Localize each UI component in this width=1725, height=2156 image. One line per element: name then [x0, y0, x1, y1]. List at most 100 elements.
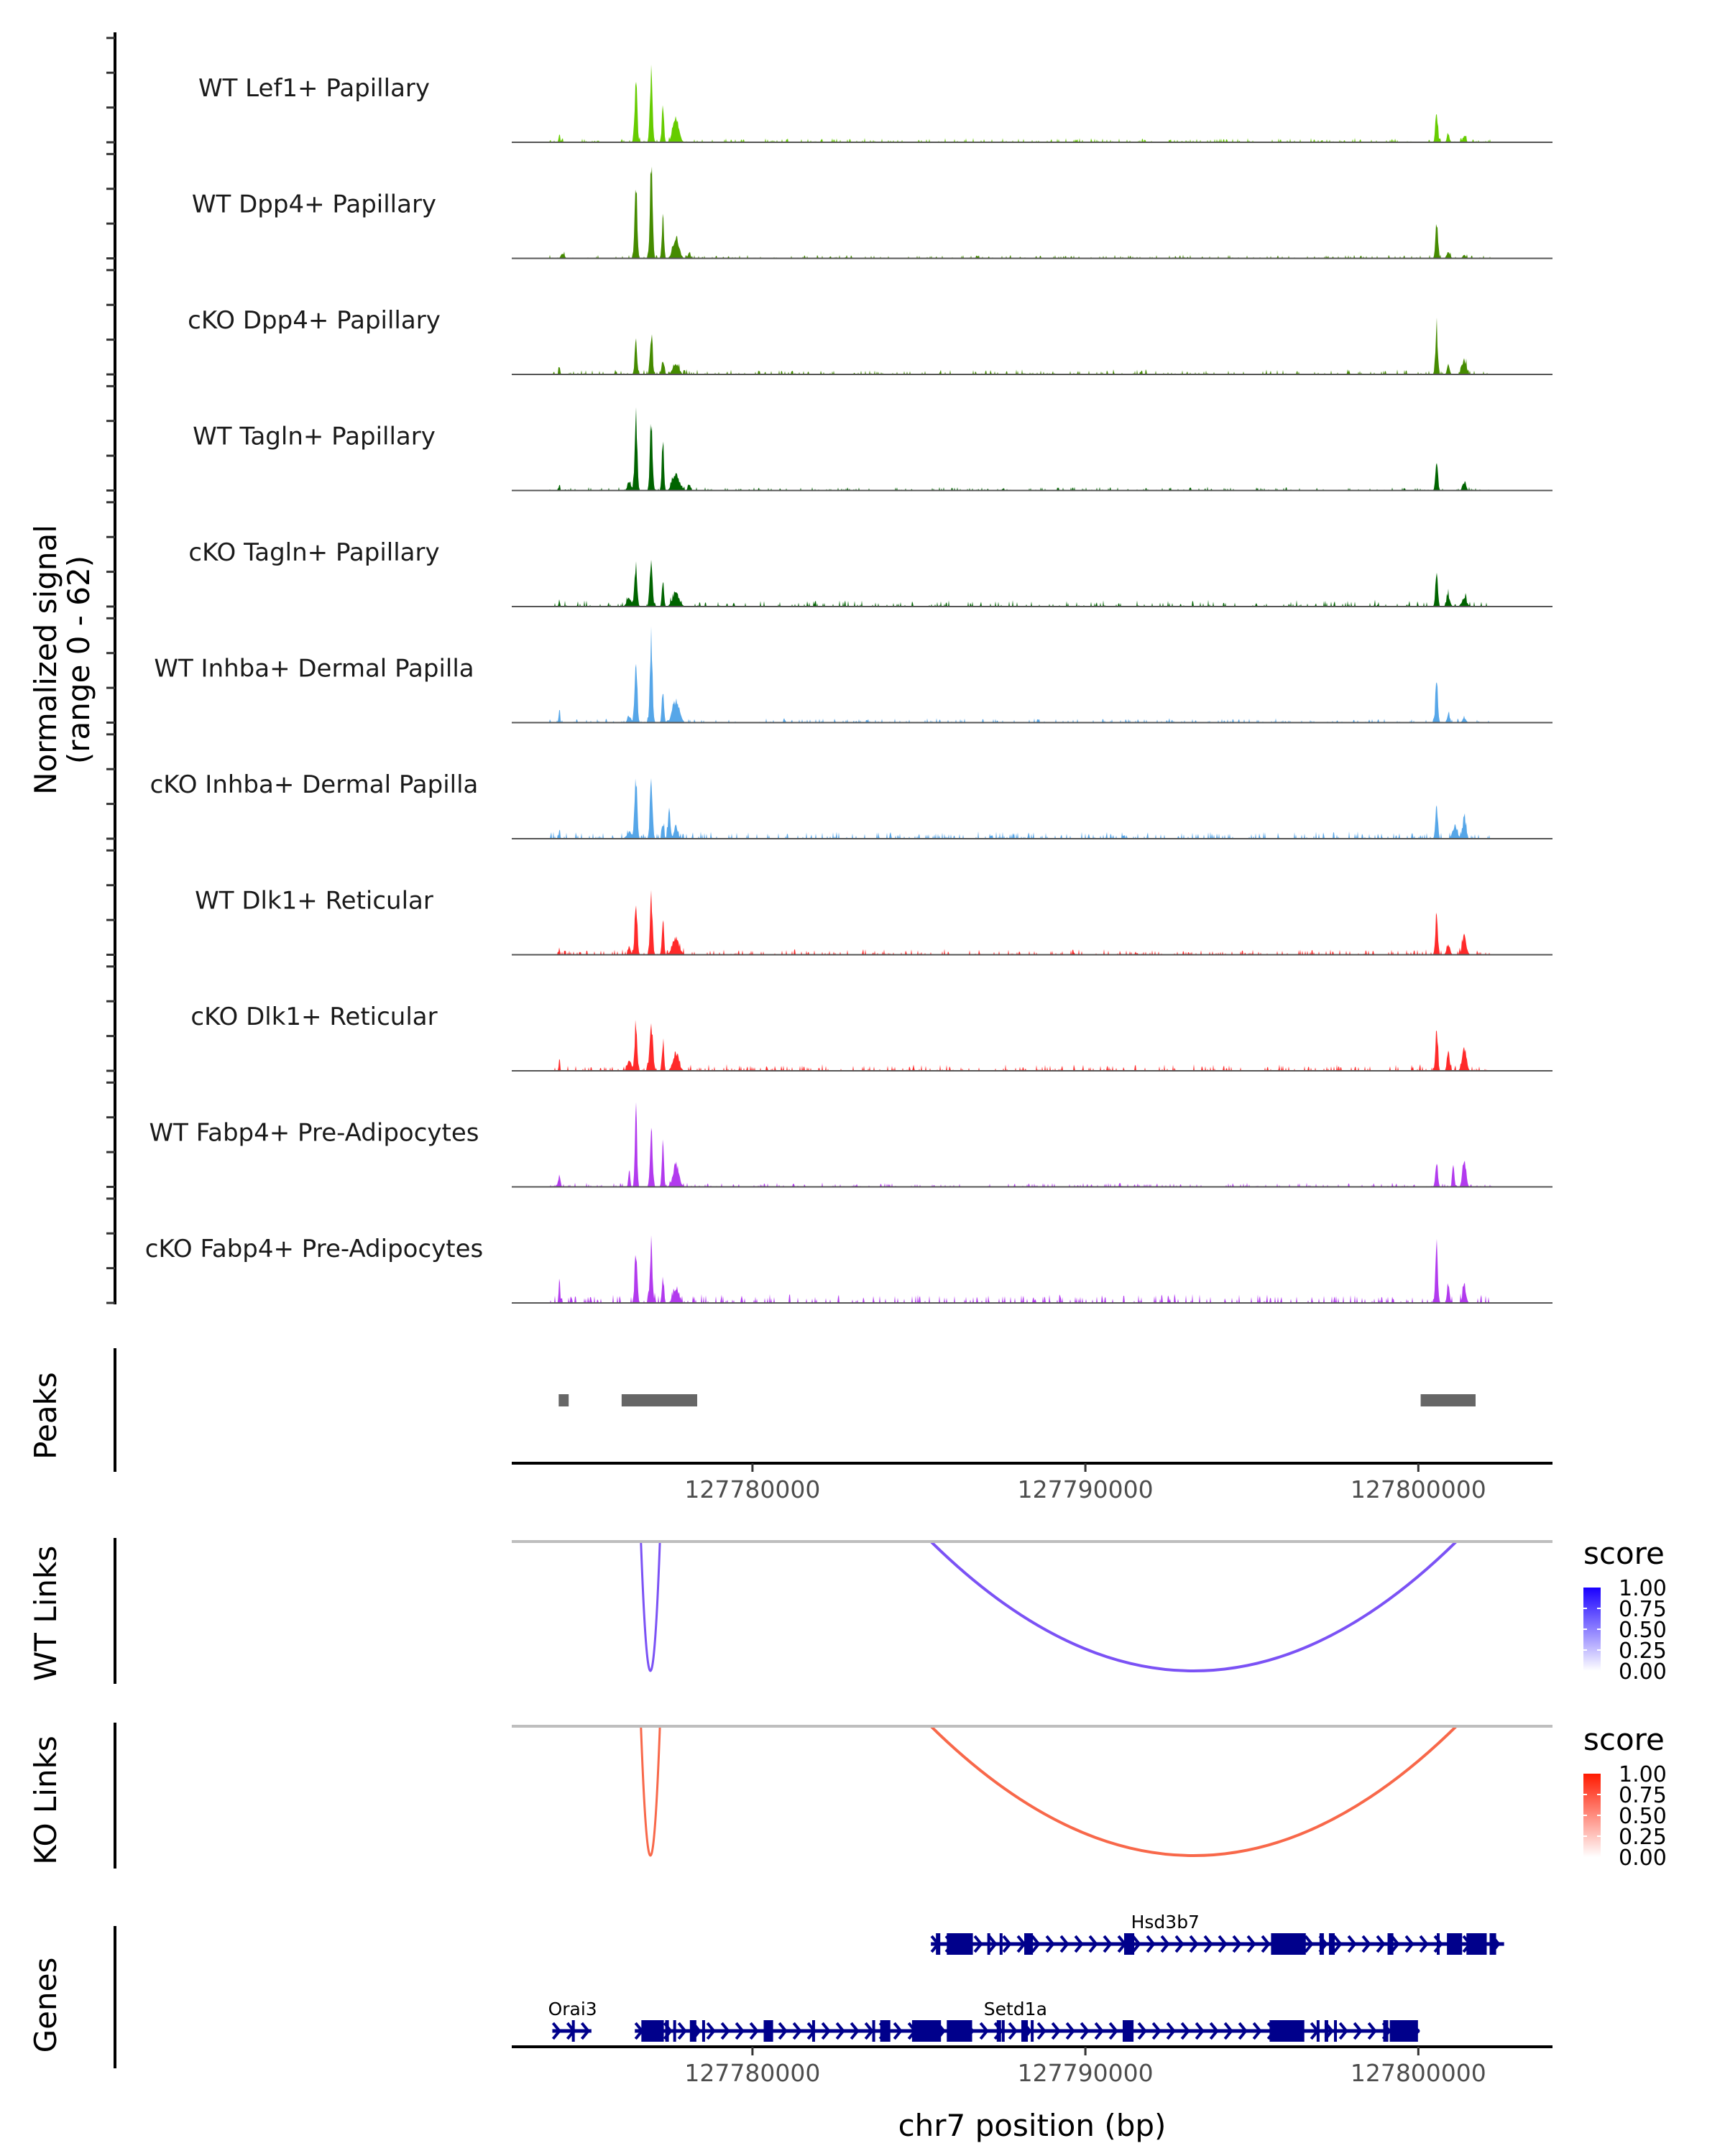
strand-arrow-icon: [1074, 1935, 1084, 1953]
gene-exon: [880, 2020, 891, 2042]
legend-tick-label: 0.50: [1619, 1618, 1667, 1643]
gene-exon: [987, 1933, 990, 1955]
x-axis-tick-label: 127800000: [1351, 1475, 1486, 1503]
link-mask: [512, 1513, 1552, 1540]
strand-arrow-icon: [677, 2022, 687, 2040]
peaks-track: [114, 1348, 1476, 1472]
link-arc: [639, 1704, 662, 1857]
gene-exon: [936, 1933, 941, 1955]
peak-region: [621, 1394, 698, 1406]
strand-arrow-icon: [706, 2022, 716, 2040]
strand-arrow-icon: [979, 2022, 989, 2040]
strand-arrow-icon: [1361, 1935, 1371, 1953]
gene-exon: [1383, 2020, 1389, 2042]
gene-exon: [1489, 1933, 1496, 1955]
gene-exon: [999, 1933, 1003, 1955]
x-axis-tick-label: 127780000: [684, 1475, 820, 1503]
gene-exon: [1324, 2020, 1328, 2042]
coverage-track: cKO Dpp4+ Papillary: [106, 269, 1552, 376]
strand-arrow-icon: [864, 2022, 874, 2040]
gene-exon: [947, 2020, 972, 2042]
coverage-area: [512, 890, 1552, 955]
strand-arrow-icon: [1404, 1935, 1414, 1953]
coverage-track-label: WT Fabp4+ Pre-Adipocytes: [150, 1119, 479, 1148]
gene-exon: [1319, 1933, 1324, 1955]
coverage-ylabel-line2: (range 0 - 62): [61, 556, 96, 764]
strand-arrow-icon: [1353, 2022, 1363, 2040]
coverage-area: [512, 1020, 1552, 1071]
x-axis-tick-label: 127790000: [1018, 2059, 1154, 2087]
strand-arrow-icon: [735, 2022, 745, 2040]
coverage-area: [512, 1102, 1552, 1187]
gene-exon: [1269, 2020, 1305, 2042]
strand-arrow-icon: [1232, 1935, 1242, 1953]
coverage-area: [512, 317, 1552, 374]
gene-exon: [689, 2020, 696, 2042]
x-axis-tick-label: 127790000: [1018, 1475, 1154, 1503]
strand-arrow-icon: [1218, 1935, 1228, 1953]
coverage-track-label: cKO Dpp4+ Papillary: [188, 306, 441, 335]
strand-arrow-icon: [749, 2022, 759, 2040]
legend-tick-label: 0.50: [1619, 1804, 1667, 1829]
x-axis-genes: 127780000 127790000 127800000: [512, 2045, 1552, 2087]
strand-arrow-icon: [1146, 1935, 1156, 1953]
strand-arrow-icon: [1246, 1935, 1256, 1953]
strand-arrow-icon: [893, 2022, 903, 2040]
strand-arrow-icon: [1338, 2022, 1348, 2040]
strand-arrow-icon: [1304, 1935, 1314, 1953]
ko-links-track-label: KO Links: [28, 1736, 63, 1865]
peak-region: [558, 1394, 569, 1406]
ko-links-track: [114, 1703, 1552, 1869]
legend-tick-label: 0.00: [1619, 1846, 1667, 1871]
legend-tick-label: 0.75: [1619, 1597, 1667, 1622]
strand-arrow-icon: [1094, 2022, 1104, 2040]
gene-exon: [673, 2020, 676, 2042]
strand-arrow-icon: [1045, 1935, 1055, 1953]
strand-arrow-icon: [1160, 1935, 1170, 1953]
coverage-area: [512, 559, 1552, 607]
gene-model: Orai3: [548, 1999, 597, 2042]
strand-arrow-icon: [1065, 2022, 1075, 2040]
strand-arrow-icon: [1131, 1935, 1141, 1953]
strand-arrow-icon: [1002, 1935, 1012, 1953]
strand-arrow-icon: [1252, 2022, 1262, 2040]
peak-region: [1420, 1394, 1476, 1406]
gene-exon: [1328, 1933, 1335, 1955]
x-axis-tick-label: 127800000: [1351, 2059, 1486, 2087]
legend-tick-label: 0.75: [1619, 1783, 1667, 1808]
gene-exon: [1389, 2020, 1418, 2042]
coverage-area: [512, 778, 1552, 839]
strand-arrow-icon: [988, 1935, 998, 1953]
strand-arrow-icon: [973, 1935, 983, 1953]
strand-arrow-icon: [551, 2022, 562, 2040]
strand-arrow-icon: [1166, 2022, 1176, 2040]
strand-arrow-icon: [1103, 1935, 1113, 1953]
legend-tick-label: 0.25: [1619, 1639, 1667, 1664]
strand-arrow-icon: [1261, 1935, 1271, 1953]
gene-exon: [996, 2020, 1001, 2042]
strand-arrow-icon: [1108, 2022, 1118, 2040]
gene-exon: [1123, 1933, 1135, 1955]
strand-arrow-icon: [1195, 2022, 1205, 2040]
strand-arrow-icon: [580, 2022, 591, 2040]
strand-arrow-icon: [1036, 2022, 1046, 2040]
gene-model: Setd1a: [634, 1999, 1420, 2042]
coverage-area: [512, 64, 1552, 142]
gene-exon: [1001, 2020, 1005, 2042]
strand-arrow-icon: [1051, 2022, 1061, 2040]
gene-exon: [665, 2020, 669, 2042]
gene-model: Hsd3b7: [930, 1912, 1504, 1955]
peaks-track-label: Peaks: [28, 1372, 63, 1460]
coverage-track-label: WT Dpp4+ Papillary: [192, 190, 436, 219]
coverage-track: WT Tagln+ Papillary: [106, 384, 1552, 492]
coverage-area: [512, 166, 1552, 259]
strand-arrow-icon: [1151, 2022, 1162, 2040]
coverage-track: cKO Tagln+ Papillary: [106, 501, 1552, 608]
gene-exon: [1024, 1933, 1034, 1955]
gene-name-label: Setd1a: [984, 1999, 1047, 2019]
coverage-track: WT Fabp4+ Pre-Adipocytes: [106, 1081, 1552, 1188]
gene-exon: [1271, 1933, 1306, 1955]
gene-exon: [1436, 1933, 1440, 1955]
coverage-track: cKO Fabp4+ Pre-Adipocytes: [106, 1197, 1552, 1304]
